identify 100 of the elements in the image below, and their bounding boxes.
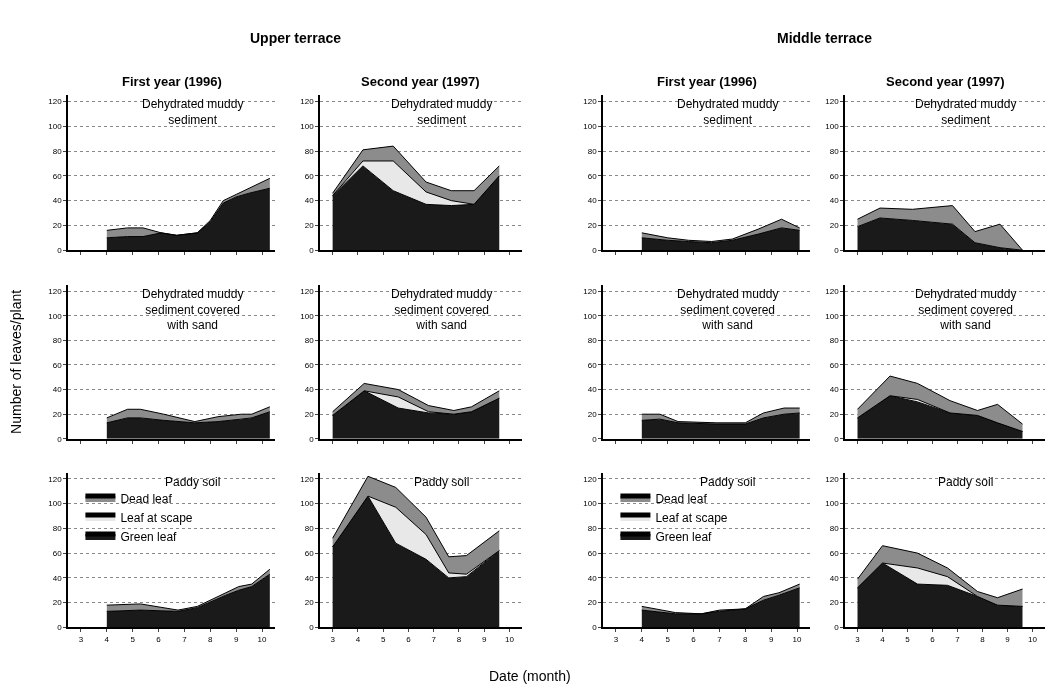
y-tick-label: 40 [587, 573, 598, 583]
x-tick-label: 6 [691, 634, 697, 644]
x-tick-label: 5 [665, 634, 671, 644]
y-tick-label: 80 [52, 146, 63, 156]
y-tick-label: 0 [57, 245, 63, 255]
y-tick-label: 60 [52, 171, 63, 181]
x-tick-label: 3 [330, 634, 336, 644]
chart-title: Paddy soil [938, 475, 994, 489]
text: Dehydrated muddy sediment covered with sand [142, 287, 244, 333]
x-tick-label: 3 [613, 634, 619, 644]
y-tick-label: 60 [587, 360, 598, 370]
y-tick-label: 20 [829, 410, 840, 419]
y-tick-label: 120 [48, 474, 63, 484]
y-tick-label: 100 [583, 311, 598, 321]
x-tick-label: 9 [1005, 634, 1011, 644]
y-tick-label: 0 [592, 245, 598, 255]
y-tick-label: 80 [304, 146, 315, 156]
y-tick-label: 20 [52, 410, 63, 419]
y-tick-label: 40 [829, 573, 840, 583]
y-tick-label: 40 [52, 196, 63, 206]
y-tick-label: 80 [829, 336, 840, 346]
x-tick-label: 8 [208, 634, 214, 644]
text: Dehydrated muddy sediment covered with sand [915, 287, 1017, 333]
x-tick-label: 5 [905, 634, 911, 644]
x-tick-label: 9 [481, 634, 487, 644]
y-tick-label: 60 [304, 360, 315, 370]
y-tick-label: 0 [57, 434, 63, 444]
x-tick-label: 3 [78, 634, 84, 644]
x-tick-label: 4 [639, 634, 645, 644]
legend-label: Dead leaf [655, 491, 708, 506]
y-tick-label: 100 [825, 311, 840, 321]
y-tick-label: 80 [52, 524, 63, 534]
y-tick-label: 80 [52, 336, 63, 346]
x-tick-label: 4 [880, 634, 886, 644]
y-tick-label: 0 [309, 434, 315, 444]
y-tick-label: 40 [829, 385, 840, 395]
y-tick-label: 60 [587, 171, 598, 181]
chart-subtitle: First year (1996) [657, 74, 757, 89]
y-tick-label: 80 [587, 336, 598, 346]
x-tick-label: 8 [980, 634, 986, 644]
x-tick-label: 8 [743, 634, 749, 644]
chart-title: Paddy soil [414, 475, 470, 489]
y-tick-label: 100 [825, 499, 840, 509]
x-tick-label: 4 [355, 634, 361, 644]
y-tick-label: 0 [309, 623, 315, 633]
y-tick-label: 60 [52, 548, 63, 558]
y-tick-label: 100 [300, 499, 315, 509]
y-tick-label: 60 [829, 548, 840, 558]
legend-label: Green leaf [655, 529, 713, 544]
y-tick-label: 120 [825, 286, 840, 296]
chart-title: Paddy soil [165, 475, 221, 489]
y-tick-label: 100 [583, 122, 598, 132]
y-tick-label: 0 [592, 434, 598, 444]
x-tick-label: 9 [233, 634, 239, 644]
legend-label: Green leaf [120, 529, 178, 544]
legend-label: Dead leaf [120, 491, 173, 506]
x-tick-label: 8 [456, 634, 462, 644]
x-tick-label: 10 [1028, 634, 1038, 644]
x-tick-label: 10 [257, 634, 268, 644]
y-tick-label: 100 [300, 311, 315, 321]
x-tick-label: 7 [182, 634, 188, 644]
chart-title: Paddy soil [700, 475, 756, 489]
y-tick-label: 60 [304, 171, 315, 181]
y-tick-label: 120 [825, 474, 840, 484]
text: Dehydrated muddy sediment [915, 97, 1017, 127]
text: Dehydrated muddy sediment covered with sand [391, 287, 493, 333]
legend-label: Leaf at scape [655, 510, 728, 525]
y-tick-label: 100 [48, 311, 63, 321]
y-tick-label: 120 [583, 97, 598, 107]
y-tick-label: 20 [304, 410, 315, 419]
text: Dehydrated muddy sediment covered with sand [677, 287, 779, 333]
y-tick-label: 100 [583, 499, 598, 509]
y-tick-label: 40 [52, 385, 63, 395]
x-tick-label: 6 [930, 634, 936, 644]
y-tick-label: 120 [583, 286, 598, 296]
x-tick-label: 4 [104, 634, 110, 644]
chart-subtitle: First year (1996) [122, 74, 222, 89]
chart-subtitle: Second year (1997) [886, 74, 1005, 89]
y-tick-label: 120 [825, 97, 840, 107]
y-axis-title: Number of leaves/plant [8, 289, 25, 434]
y-tick-label: 0 [309, 245, 315, 255]
x-tick-label: 7 [431, 634, 437, 644]
y-tick-label: 0 [834, 434, 840, 444]
text: Dehydrated muddy sediment [391, 97, 493, 127]
y-tick-label: 20 [304, 221, 315, 231]
x-tick-label: 3 [855, 634, 861, 644]
y-tick-label: 80 [829, 146, 840, 156]
y-tick-label: 120 [48, 286, 63, 296]
text: Upper terrace [250, 30, 342, 46]
y-tick-label: 40 [587, 385, 598, 395]
y-tick-label: 120 [300, 97, 315, 107]
y-tick-label: 100 [48, 499, 63, 509]
text: Dehydrated muddy sediment [677, 97, 779, 127]
y-tick-label: 80 [587, 146, 598, 156]
y-tick-label: 60 [587, 548, 598, 558]
y-tick-label: 120 [300, 286, 315, 296]
y-tick-label: 40 [304, 573, 315, 583]
legend-label: Leaf at scape [120, 510, 193, 525]
text: Dehydrated muddy sediment [142, 97, 244, 127]
y-tick-label: 0 [592, 623, 598, 633]
